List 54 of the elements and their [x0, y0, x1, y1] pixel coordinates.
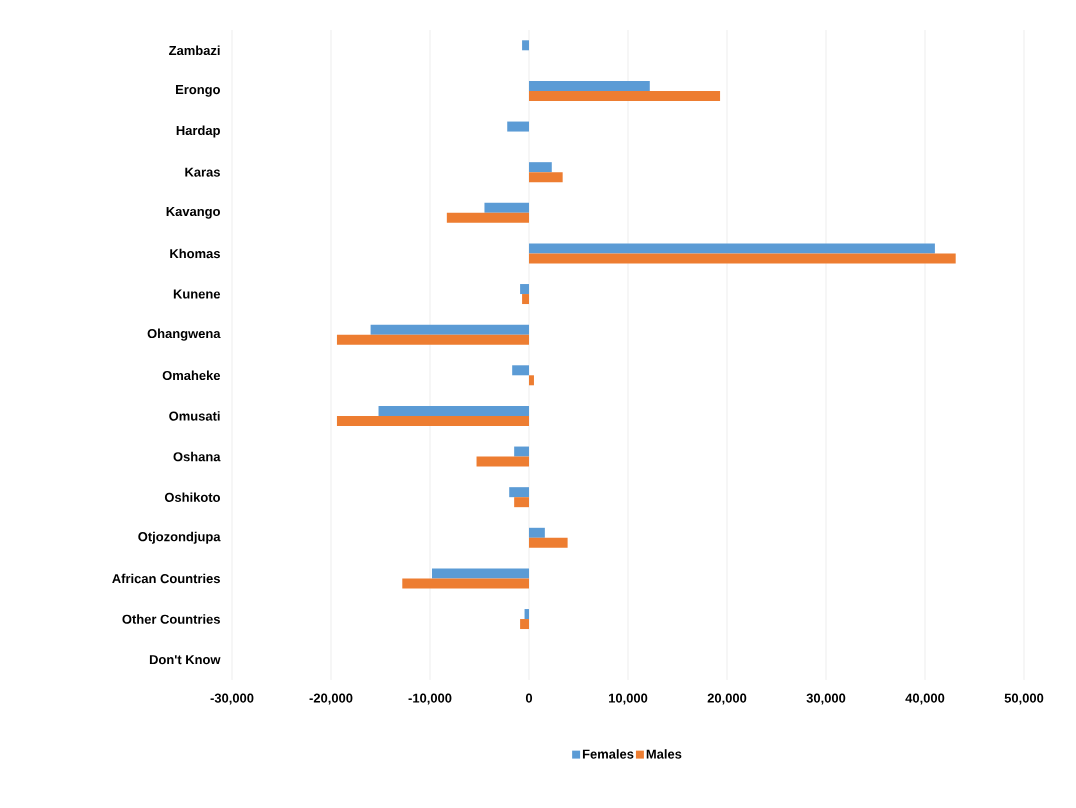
- x-tick-label: -30,000: [210, 693, 254, 705]
- bar: [529, 527, 545, 538]
- bar: [336, 334, 530, 345]
- x-tick-label: 10,000: [609, 693, 648, 705]
- bar: [529, 537, 568, 548]
- bar: [476, 456, 530, 467]
- legend-label: Females: [582, 749, 634, 759]
- y-tick-label: Kavango: [166, 206, 220, 219]
- y-tick-label: Other Countries: [122, 614, 220, 624]
- bar: [529, 375, 534, 386]
- y-tick-label: Hardap: [176, 125, 220, 138]
- bar: [509, 487, 530, 498]
- y-tick-label: Ohangwena: [147, 328, 221, 341]
- y-tick-label: Kunene: [173, 289, 221, 299]
- bar: [529, 80, 650, 91]
- y-tick-label: Omusati: [169, 411, 220, 421]
- y-tick-label: Zambazi: [169, 45, 220, 56]
- bar: [431, 568, 530, 579]
- x-tick-label: 0: [525, 693, 533, 703]
- x-tick-label: -10,000: [408, 693, 452, 705]
- bar: [529, 243, 935, 254]
- bar: [402, 578, 530, 589]
- bar: [512, 365, 530, 376]
- bar: [522, 294, 530, 305]
- x-tick-label: 30,000: [806, 693, 846, 705]
- bar: [446, 212, 530, 223]
- x-tick-label: 20,000: [707, 693, 747, 705]
- y-tick-label: Karas: [185, 167, 220, 177]
- bar: [336, 415, 530, 426]
- y-tick-label: Don't Know: [149, 655, 221, 665]
- bar: [514, 446, 530, 457]
- bar: [520, 284, 530, 295]
- y-tick-label: Omaheke: [162, 370, 221, 381]
- bar: [529, 162, 552, 173]
- bar: [529, 172, 563, 183]
- y-tick-label: African Countries: [112, 573, 220, 584]
- x-tick-label: 40,000: [905, 693, 945, 705]
- y-tick-label: Khomas: [170, 248, 220, 259]
- bar: [529, 90, 721, 101]
- bar: [520, 619, 530, 630]
- bar: [484, 202, 530, 213]
- y-tick-label: Erongo: [176, 85, 220, 97]
- legend-label: Males: [646, 749, 682, 759]
- bar: [514, 497, 530, 508]
- bar: [378, 405, 530, 416]
- bar: [370, 324, 530, 335]
- bar: [529, 253, 956, 264]
- x-tick-label: 50,000: [1004, 693, 1044, 705]
- y-tick-label: Oshikoto: [164, 492, 220, 502]
- y-tick-label: Oshana: [173, 451, 221, 462]
- y-tick-label: Otjozondjupa: [138, 531, 221, 544]
- x-tick-label: -20,000: [309, 693, 353, 705]
- bar: [522, 40, 530, 51]
- bar: [507, 121, 530, 132]
